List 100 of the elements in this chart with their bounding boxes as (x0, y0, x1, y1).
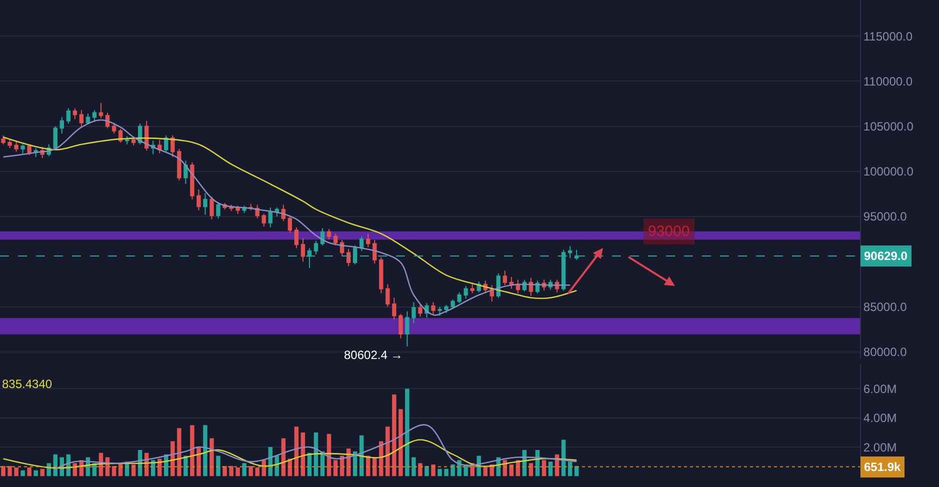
bar (431, 464, 436, 476)
candlestick (79, 110, 84, 127)
candlestick (203, 192, 208, 216)
candlestick (92, 110, 97, 122)
candlestick (346, 248, 351, 267)
bar (14, 467, 18, 476)
candlestick (366, 233, 370, 248)
bar (20, 470, 25, 476)
bar (210, 438, 214, 476)
bar (203, 425, 208, 476)
candlestick (177, 148, 182, 181)
candlestick (464, 286, 468, 300)
candlestick (27, 144, 32, 156)
candlestick (386, 284, 390, 308)
bar (196, 447, 201, 476)
candlestick (124, 136, 130, 145)
y-tick-label: 6.00M (863, 382, 897, 396)
candlestick (502, 270, 508, 286)
bar (40, 468, 44, 476)
line-series (2, 439, 578, 469)
y-tick-label: 85000.0 (863, 300, 908, 314)
candlestick (392, 297, 396, 320)
y-tick-label: 105000.0 (863, 120, 914, 134)
candlestick (379, 256, 384, 294)
candlestick (60, 116, 64, 134)
candlestick (470, 282, 474, 294)
bar (184, 456, 188, 476)
bar (177, 428, 182, 476)
candlestick (431, 302, 436, 314)
bar (255, 467, 260, 476)
candlestick (333, 233, 338, 246)
candlestick (326, 228, 332, 240)
candlestick (190, 162, 194, 200)
line-series (2, 136, 578, 299)
candlestick (352, 244, 358, 265)
y-tick-label: 115000.0 (863, 29, 913, 44)
bar (412, 457, 416, 476)
ref-line-label: 90629.0 (864, 249, 908, 263)
candlestick (112, 122, 116, 134)
candlestick (314, 240, 318, 255)
annotation: 80602.4 → (344, 348, 403, 362)
bar (398, 409, 403, 476)
bar (216, 456, 220, 476)
candlestick (131, 136, 136, 146)
candlestick (53, 126, 58, 150)
bar (34, 470, 38, 476)
bar (548, 462, 553, 476)
candlestick (72, 108, 78, 120)
y-tick-label: 100000.0 (863, 164, 914, 179)
candlestick (262, 213, 266, 227)
bar (236, 467, 240, 476)
candlestick (1, 134, 6, 145)
line-series (2, 119, 571, 316)
annotation: 835.4340 (2, 377, 52, 391)
candlestick (98, 102, 104, 119)
bar (170, 441, 175, 476)
candlestick (509, 276, 514, 290)
candlestick (372, 239, 377, 264)
bar (27, 467, 32, 476)
candlestick (288, 216, 292, 234)
candlestick (184, 160, 188, 185)
candlestick (170, 134, 175, 158)
candlestick (405, 310, 410, 347)
y-tick-label: 2.00M (863, 440, 897, 454)
bar (386, 426, 390, 476)
bar (418, 463, 422, 476)
candlestick (444, 304, 448, 314)
bar (8, 466, 12, 476)
ref-line-label: 651.9k (864, 460, 902, 474)
bar (190, 425, 194, 476)
candlestick (14, 141, 18, 152)
candlestick (438, 306, 442, 316)
bar (424, 466, 429, 476)
candlestick (196, 188, 201, 211)
y-tick-label: 110000.0 (863, 74, 913, 88)
candlestick (418, 304, 422, 318)
bar (242, 463, 246, 476)
bar (379, 441, 384, 476)
candlestick (450, 299, 455, 310)
y-tick-label: 80000.0 (863, 345, 908, 360)
candlestick (528, 277, 534, 296)
bar (1, 466, 6, 476)
candlestick (8, 139, 12, 148)
candlestick (398, 313, 403, 339)
candlestick (216, 202, 220, 219)
candlestick (412, 302, 416, 324)
bar (229, 466, 234, 476)
band-label: 93000 (648, 223, 690, 240)
bar (248, 466, 253, 476)
candlestick (210, 196, 214, 220)
y-tick-label: 4.00M (863, 411, 897, 426)
candlestick (268, 207, 272, 228)
y-tick-label: 95000.0 (863, 210, 908, 224)
candlestick (300, 238, 306, 262)
bar (450, 464, 455, 476)
bar (444, 468, 448, 476)
candlestick (457, 292, 462, 304)
candlestick (568, 246, 572, 259)
line-series (54, 424, 578, 470)
candlestick (294, 226, 299, 249)
